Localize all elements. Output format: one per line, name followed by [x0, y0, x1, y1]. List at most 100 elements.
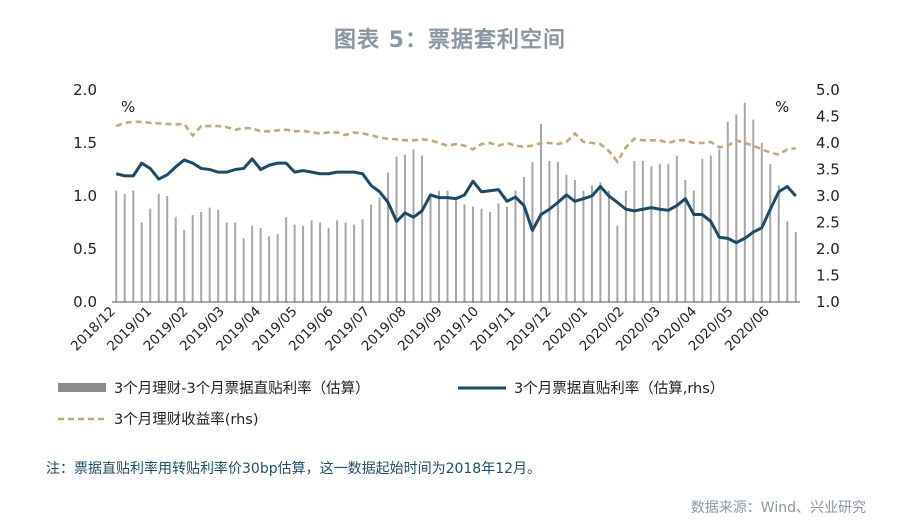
bar	[514, 191, 516, 302]
bar	[447, 191, 449, 302]
bar	[209, 208, 211, 302]
bar	[158, 194, 160, 302]
bar	[548, 161, 550, 302]
bar	[404, 155, 406, 302]
bar	[531, 162, 533, 302]
y-right-tick-label: 4.0	[816, 134, 840, 152]
bar	[795, 232, 797, 302]
bar	[124, 194, 126, 302]
bar	[701, 159, 703, 302]
bar-series	[115, 103, 797, 302]
y-right-tick-label: 2.5	[816, 214, 840, 232]
bar	[226, 223, 228, 303]
bar	[659, 164, 661, 302]
bar	[319, 223, 321, 303]
y-right-tick-label: 3.0	[816, 187, 840, 205]
y-left-tick-label: 0.5	[73, 240, 97, 258]
bar	[718, 149, 720, 302]
legend: 3个月理财-3个月票据直贴利率（估算） 3个月票据直贴利率（估算,rhs） 3个月理…	[58, 380, 724, 428]
bar	[506, 207, 508, 302]
y-left-tick-label: 0.0	[73, 293, 97, 311]
bar	[149, 209, 151, 302]
bar	[421, 156, 423, 302]
bar	[650, 166, 652, 302]
bar	[243, 238, 245, 302]
y-right-unit: %	[775, 98, 789, 116]
bar	[277, 234, 279, 302]
bar	[413, 149, 415, 302]
y-left-unit: %	[121, 98, 135, 116]
bar	[761, 143, 763, 302]
bar	[480, 209, 482, 302]
bar	[667, 164, 669, 302]
bar	[616, 226, 618, 302]
bar	[633, 161, 635, 302]
bar	[370, 204, 372, 302]
bar	[463, 204, 465, 302]
bar	[166, 196, 168, 302]
bar	[710, 156, 712, 302]
bar	[642, 161, 644, 302]
bar	[387, 173, 389, 302]
bar	[217, 210, 219, 302]
bar	[735, 114, 737, 302]
bar	[438, 191, 440, 302]
bar	[345, 223, 347, 303]
legend-bar-label: 3个月理财-3个月票据直贴利率（估算）	[114, 380, 370, 397]
legend-dash-label: 3个月理财收益率(rhs)	[114, 411, 259, 428]
bar	[786, 221, 788, 302]
y-left-tick-label: 2.0	[73, 81, 97, 99]
bar	[251, 226, 253, 302]
bar	[489, 212, 491, 302]
bar	[268, 236, 270, 302]
bar	[752, 120, 754, 302]
bar	[362, 219, 364, 302]
bar	[396, 157, 398, 302]
bar	[379, 198, 381, 302]
bar	[141, 223, 143, 303]
legend-bar-swatch	[58, 383, 106, 392]
financial-yield-dashed-line	[116, 122, 796, 162]
bar	[200, 212, 202, 302]
bar	[744, 103, 746, 302]
bar	[285, 217, 287, 302]
bar	[693, 191, 695, 302]
bar	[311, 220, 313, 302]
bar	[778, 185, 780, 302]
bar	[676, 156, 678, 302]
bar	[455, 200, 457, 302]
bar	[591, 185, 593, 302]
bar	[472, 207, 474, 302]
y-right-tick-label: 3.5	[816, 161, 840, 179]
bar	[430, 196, 432, 302]
footnote: 注：票据直贴利率用转贴利率价30bp估算，这一数据起始时间为2018年12月。	[46, 458, 541, 478]
y-left-tick-label: 1.5	[73, 134, 97, 152]
y-right-tick-label: 5.0	[816, 81, 840, 99]
bar	[132, 191, 134, 302]
bar	[769, 164, 771, 302]
bar	[260, 228, 262, 302]
y-left-tick-label: 1.0	[73, 187, 97, 205]
bar	[294, 225, 296, 302]
y-right-tick-label: 1.0	[816, 293, 840, 311]
bar	[183, 230, 185, 302]
bar	[582, 191, 584, 302]
bar	[497, 203, 499, 302]
bar	[523, 177, 525, 302]
bar	[115, 191, 117, 302]
bar	[175, 217, 177, 302]
bar	[328, 228, 330, 302]
bar	[727, 122, 729, 302]
bar	[608, 191, 610, 302]
bar	[557, 162, 559, 302]
bar	[353, 225, 355, 302]
bar	[234, 223, 236, 303]
source-text: 数据来源：Wind、兴业研究	[691, 497, 866, 517]
legend-line-label: 3个月票据直贴利率（估算,rhs）	[514, 380, 724, 397]
bar	[302, 226, 304, 302]
axes: 0.0 0.5 1.0 1.5 2.0 1.0 1.5 2.0 2.5 3.0 3.5 4.0 4.5 5…	[68, 81, 840, 354]
bar	[192, 215, 194, 302]
bar	[599, 182, 601, 302]
y-right-tick-label: 2.0	[816, 240, 840, 258]
